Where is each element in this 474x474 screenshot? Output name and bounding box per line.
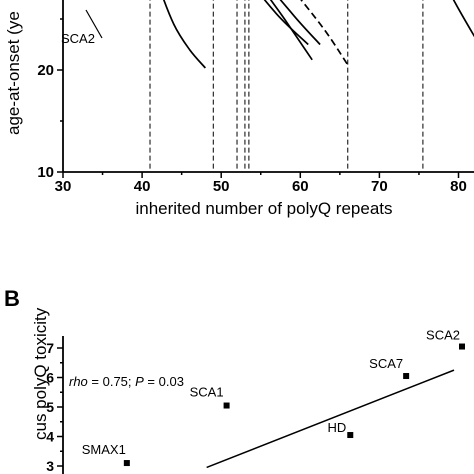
panel-a-chart: 30 40 50 60 70 80 10 20 30 40 50 SCA2 inherited n… — [4, 0, 474, 218]
curve-d — [279, 0, 321, 46]
point-label: SMAX1 — [82, 442, 126, 457]
y-axis-title-b: cus polyQ toxicity — [31, 307, 50, 440]
sca2-annotation: SCA2 — [61, 31, 95, 46]
panel-a-axes — [57, 0, 474, 178]
x-tick-label: 80 — [450, 178, 467, 195]
y-tick-label-b: 6 — [46, 370, 54, 386]
point-hd — [347, 432, 354, 439]
y-tick-label: 20 — [37, 62, 54, 79]
x-axis-title: inherited number of polyQ repeats — [135, 199, 392, 218]
reference-lines — [149, 0, 424, 172]
point-smax1 — [123, 460, 130, 467]
regression-line — [206, 369, 455, 469]
curve-sca2 — [162, 0, 207, 69]
curve-b — [263, 0, 309, 46]
point-label: SCA2 — [426, 328, 460, 343]
curve-c — [269, 0, 313, 61]
x-tick-label: 40 — [134, 178, 151, 195]
x-tick-label: 50 — [213, 178, 230, 195]
point-sca2 — [459, 343, 465, 350]
x-tick-label: 70 — [371, 178, 388, 195]
onset-curves — [162, 0, 474, 69]
y-tick-label-b: 3 — [46, 458, 54, 474]
data-points: SCA2 SCA7 SCA1 HD SMAX1 — [82, 328, 465, 467]
y-axis-title: age-at-onset (ye — [4, 11, 23, 135]
sca2-pointer-line — [85, 9, 103, 39]
x-tick-label: 60 — [292, 178, 309, 195]
y-tick-label-b: 5 — [46, 399, 54, 415]
panel-b-chart: B cus polyQ toxicity 3 4 5 6 7 SCA2 SCA7 SCA1 H… — [4, 286, 465, 474]
panel-letter-b: B — [4, 286, 20, 311]
point-sca7 — [403, 373, 410, 380]
panel-b-axes — [57, 336, 64, 474]
stat-annotation: rho = 0.75; P = 0.03 — [69, 374, 184, 389]
point-label: HD — [327, 420, 346, 435]
x-tick-labels: 30 40 50 60 70 80 — [55, 178, 467, 195]
x-tick-label: 30 — [55, 178, 72, 195]
trendline — [206, 369, 455, 469]
y-tick-labels-b: 3 4 5 6 7 — [46, 340, 54, 474]
curve-h — [452, 0, 474, 38]
y-tick-label: 10 — [37, 164, 54, 181]
y-tick-label-b: 4 — [46, 429, 54, 445]
point-sca1 — [223, 402, 230, 409]
y-tick-label-b: 7 — [46, 340, 54, 356]
point-label: SCA1 — [190, 385, 224, 400]
point-label: SCA7 — [369, 356, 403, 371]
y-tick-labels: 1020304050 — [37, 62, 54, 181]
